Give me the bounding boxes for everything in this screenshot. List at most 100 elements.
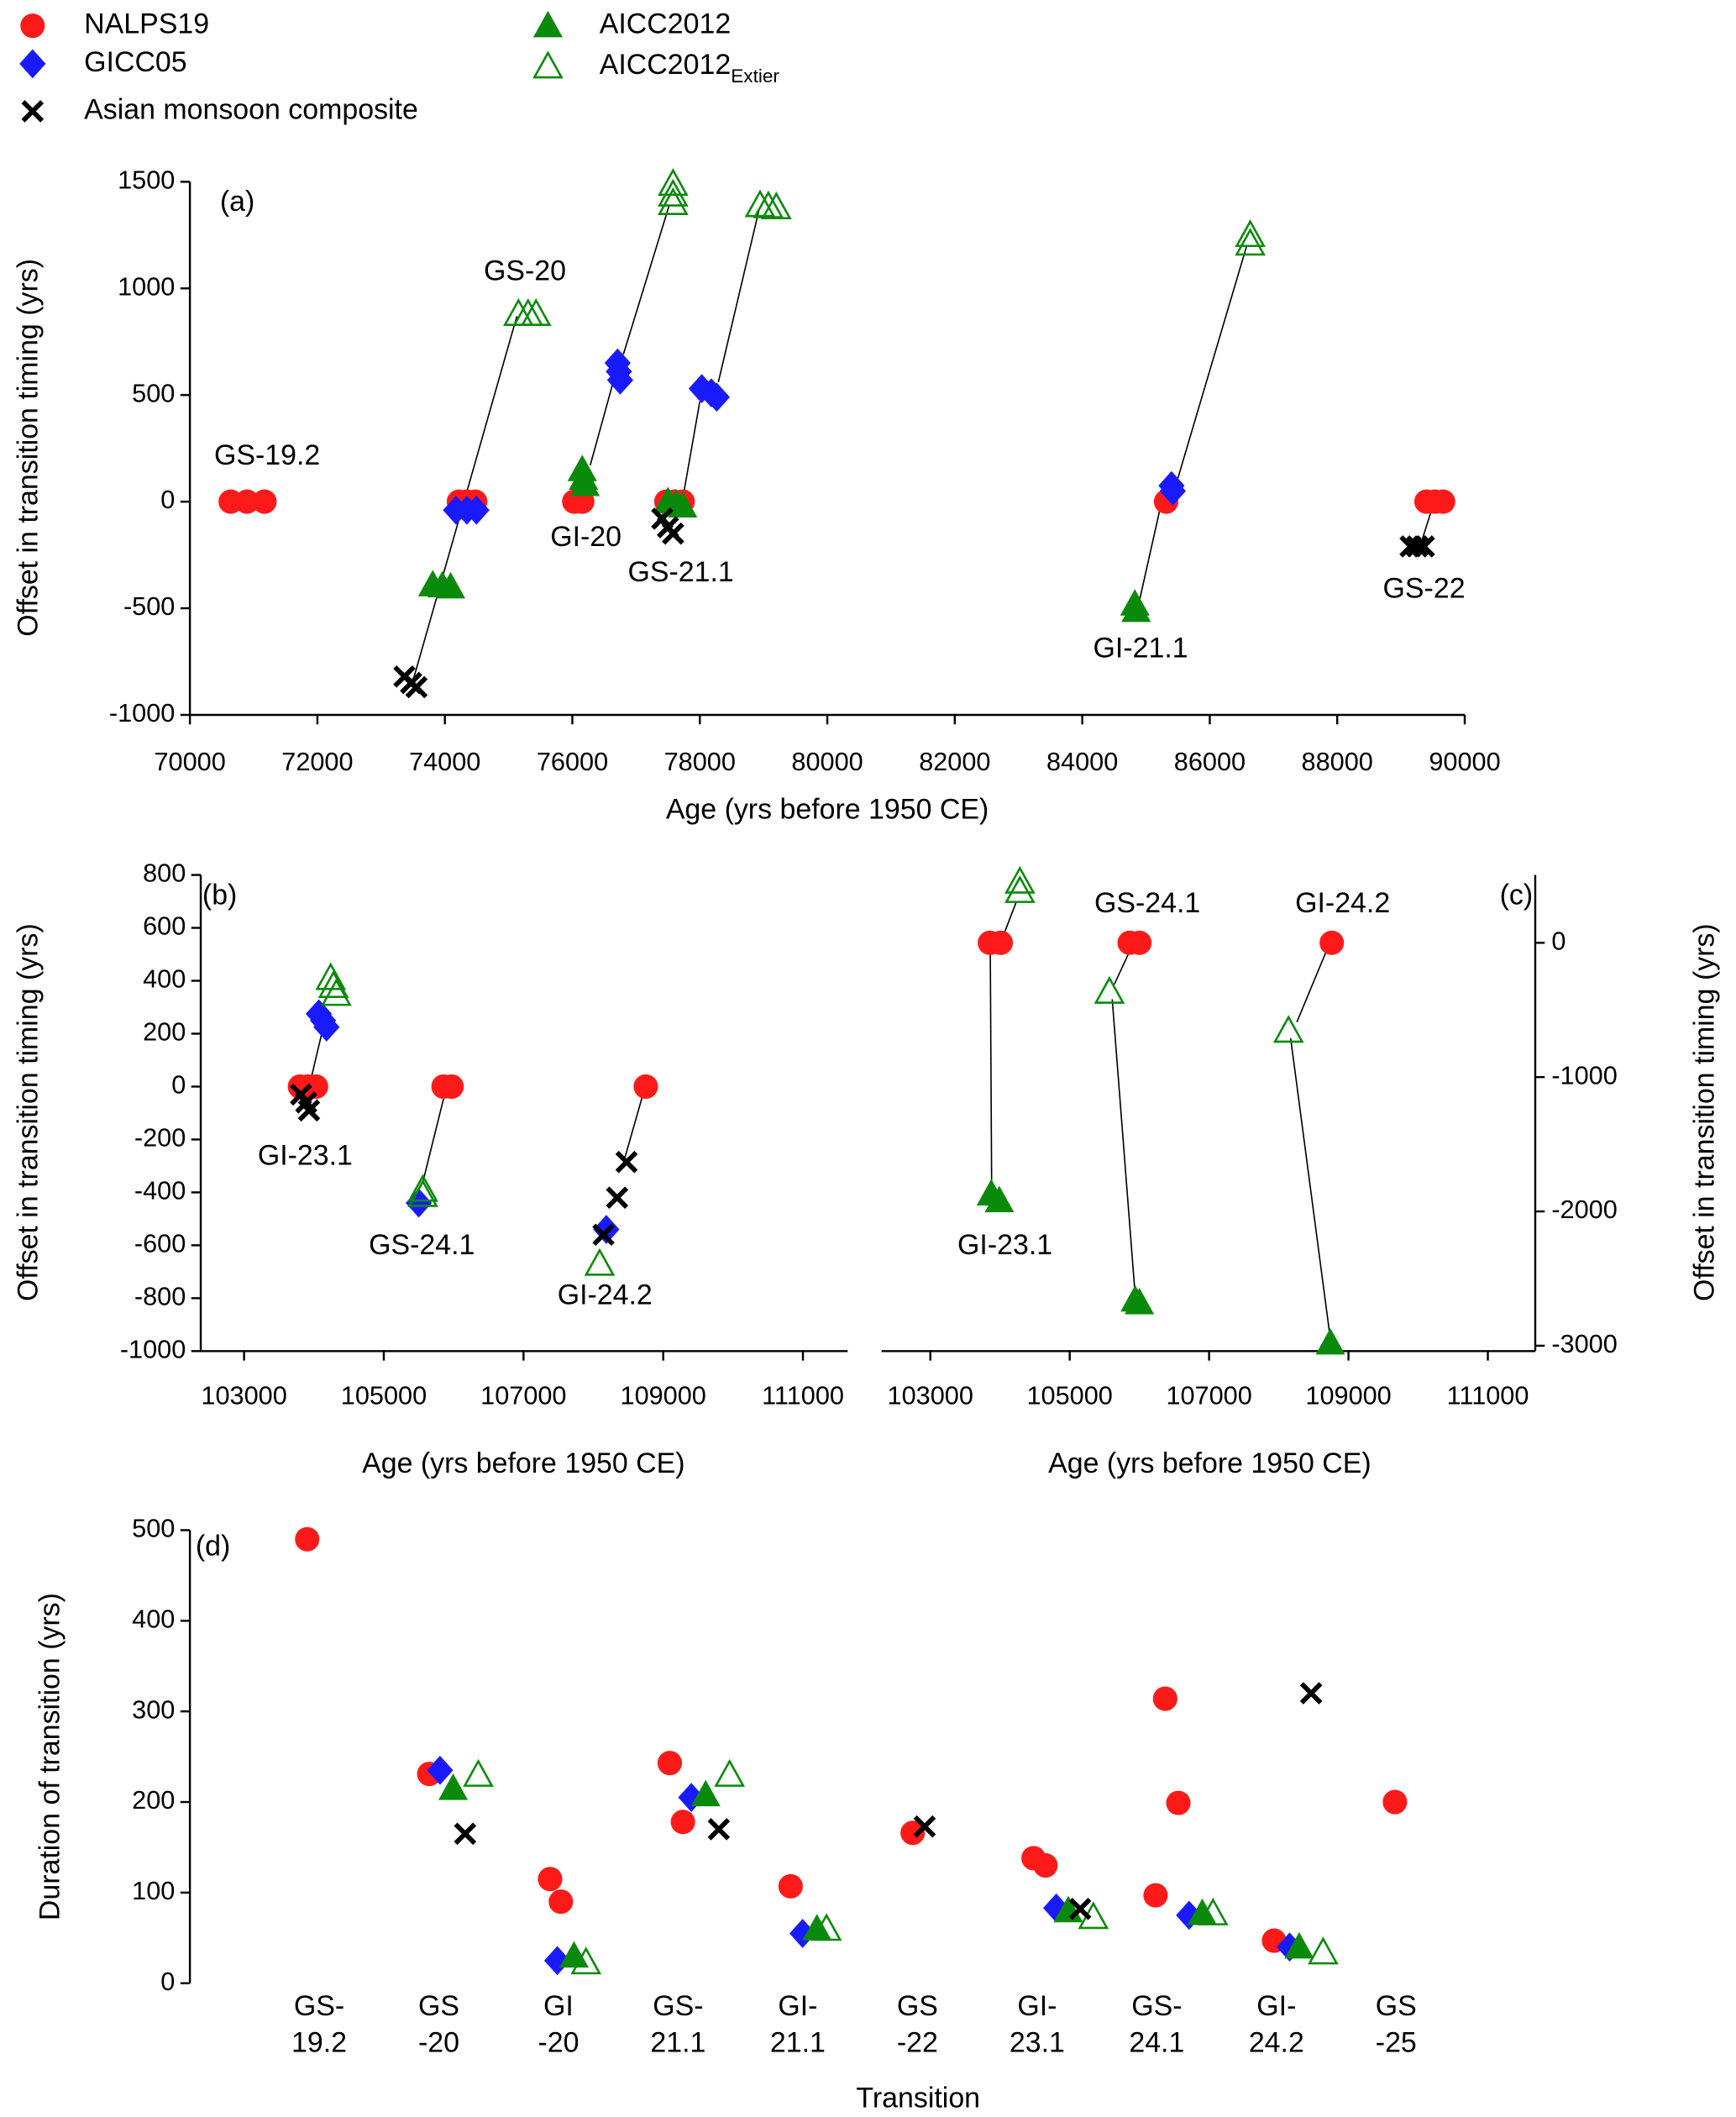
y-tick-label: 0 (160, 485, 175, 514)
x-tick-label: 111000 (1447, 1380, 1529, 1410)
y-tick-label: 600 (143, 911, 186, 941)
x-tick-label: GS- (294, 1990, 344, 2022)
point (439, 1074, 464, 1099)
x-tick-label: 82000 (919, 747, 990, 776)
x-tick-label: -20 (418, 2026, 459, 2058)
point (989, 930, 1014, 955)
point (1308, 1936, 1339, 1965)
connector (717, 209, 760, 383)
y-tick-label: -200 (134, 1123, 186, 1153)
connector (422, 1091, 446, 1182)
y-tick-label: -400 (134, 1175, 186, 1205)
point (1121, 595, 1151, 622)
x-tick-label: 74000 (409, 747, 480, 776)
legend-label: NALPS19 (84, 8, 209, 40)
point (1004, 865, 1036, 894)
point (657, 1751, 682, 1776)
point (658, 186, 689, 215)
point (584, 1248, 616, 1276)
x-axis-title: Age (yrs before 1950 CE) (666, 794, 989, 826)
point (454, 1822, 477, 1846)
y-tick-label: 1500 (118, 165, 175, 194)
point (1235, 228, 1266, 256)
point (297, 1099, 321, 1122)
point (1197, 1897, 1229, 1925)
point (760, 192, 792, 220)
point (1382, 1789, 1408, 1815)
point (658, 168, 689, 197)
y-tick-label: -2000 (1551, 1195, 1617, 1224)
annotation: GI-24.2 (1295, 887, 1390, 919)
point (658, 178, 689, 207)
x-tick-label: 70000 (154, 747, 225, 776)
point (570, 470, 601, 496)
point (1315, 1327, 1345, 1355)
point (703, 382, 731, 412)
annotation: GS-22 (1383, 572, 1466, 604)
x-tick-label: 80000 (791, 747, 863, 776)
point (1159, 476, 1187, 506)
point (438, 1773, 469, 1800)
x-axis-title: Age (yrs before 1950 CE) (362, 1447, 684, 1479)
point (548, 1889, 574, 1915)
y-axis-title: Duration of transition (yrs) (34, 1593, 66, 1920)
point (1284, 1931, 1314, 1959)
point (900, 1820, 926, 1846)
annotation: GI-21.1 (1094, 632, 1188, 664)
x-tick-label: -20 (538, 2026, 579, 2058)
x-tick-label: GS- (1131, 1990, 1182, 2022)
y-tick-label: 1000 (118, 271, 175, 301)
connector (1177, 245, 1248, 479)
legend-label: Asian monsoon composite (84, 93, 418, 125)
x-tick-label: GS (418, 1990, 459, 2022)
connector (1289, 1037, 1331, 1340)
legend-name: GICC05 (84, 46, 186, 78)
y-tick-label: -3000 (1551, 1329, 1617, 1358)
point (407, 1179, 438, 1207)
point (592, 1223, 615, 1247)
legend-label: GICC05 (84, 46, 186, 78)
point (427, 1755, 454, 1785)
point (1127, 930, 1152, 955)
legend-name: AICC2012 (600, 49, 731, 81)
y-tick-label: -600 (134, 1228, 186, 1258)
legend-label: AICC2012Extier (600, 49, 780, 87)
x-tick-label: 24.1 (1129, 2026, 1184, 2058)
x-tick-label: 72000 (281, 747, 353, 776)
legend-name: NALPS19 (84, 8, 209, 40)
x-tick-label: 105000 (341, 1380, 427, 1410)
legend-marker (532, 10, 563, 38)
y-tick-label: 800 (143, 859, 186, 888)
panel-label: (c) (1500, 879, 1534, 911)
y-tick-label: 0 (160, 1967, 175, 1996)
point (405, 675, 428, 699)
x-tick-label: 86000 (1174, 747, 1246, 776)
point (436, 571, 466, 599)
x-tick-label: GS- (653, 1990, 703, 2022)
x-axis-title: Transition (856, 2083, 980, 2114)
annotation: GS-24.1 (1094, 887, 1200, 919)
y-tick-label: -1000 (109, 698, 175, 728)
point (633, 1074, 658, 1099)
annotation: GI-24.2 (558, 1279, 653, 1311)
x-tick-label: 103000 (201, 1380, 286, 1410)
x-tick-label: 84000 (1046, 747, 1118, 776)
x-tick-label: GI- (778, 1990, 817, 2022)
x-tick-label: 21.1 (650, 2026, 705, 2058)
x-tick-label: -22 (897, 2026, 938, 2058)
point (570, 1946, 602, 1975)
x-tick-label: 90000 (1429, 747, 1500, 776)
point (1068, 1898, 1092, 1920)
connector (309, 1031, 323, 1082)
legend-label: AICC2012 (600, 8, 731, 40)
x-tick-label: 24.2 (1249, 2026, 1304, 2058)
point (1004, 875, 1036, 903)
connector (622, 205, 670, 355)
panel-label: (d) (196, 1530, 230, 1562)
legend-marker (21, 100, 45, 123)
point (778, 1873, 803, 1899)
point (1413, 535, 1435, 558)
point (1152, 1686, 1177, 1711)
